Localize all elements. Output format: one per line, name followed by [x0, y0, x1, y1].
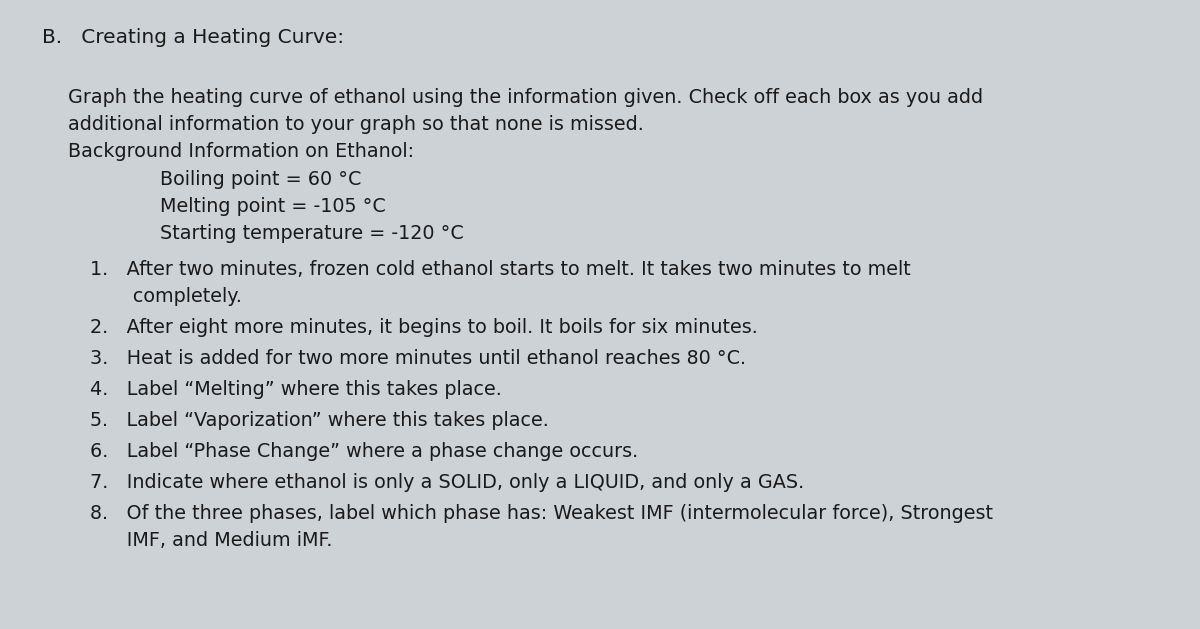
Text: 5.   Label “Vaporization” where this takes place.: 5. Label “Vaporization” where this takes… — [90, 411, 548, 430]
Text: B.   Creating a Heating Curve:: B. Creating a Heating Curve: — [42, 28, 344, 47]
Text: Graph the heating curve of ethanol using the information given. Check off each b: Graph the heating curve of ethanol using… — [68, 88, 983, 107]
Text: additional information to your graph so that none is missed.: additional information to your graph so … — [68, 115, 644, 134]
Text: Background Information on Ethanol:: Background Information on Ethanol: — [68, 142, 414, 161]
Text: 7.   Indicate where ethanol is only a SOLID, only a LIQUID, and only a GAS.: 7. Indicate where ethanol is only a SOLI… — [90, 473, 804, 492]
Text: 1.   After two minutes, frozen cold ethanol starts to melt. It takes two minutes: 1. After two minutes, frozen cold ethano… — [90, 260, 911, 279]
Text: 4.   Label “Melting” where this takes place.: 4. Label “Melting” where this takes plac… — [90, 380, 502, 399]
Text: 2.   After eight more minutes, it begins to boil. It boils for six minutes.: 2. After eight more minutes, it begins t… — [90, 318, 758, 337]
Text: Boiling point = 60 °C: Boiling point = 60 °C — [160, 170, 361, 189]
Text: Starting temperature = -120 °C: Starting temperature = -120 °C — [160, 224, 463, 243]
Text: IMF, and Medium iMF.: IMF, and Medium iMF. — [90, 531, 332, 550]
Text: 8.   Of the three phases, label which phase has: Weakest IMF (intermolecular for: 8. Of the three phases, label which phas… — [90, 504, 994, 523]
Text: completely.: completely. — [90, 287, 242, 306]
Text: 3.   Heat is added for two more minutes until ethanol reaches 80 °C.: 3. Heat is added for two more minutes un… — [90, 349, 746, 368]
Text: 6.   Label “Phase Change” where a phase change occurs.: 6. Label “Phase Change” where a phase ch… — [90, 442, 638, 461]
Text: Melting point = -105 °C: Melting point = -105 °C — [160, 197, 385, 216]
